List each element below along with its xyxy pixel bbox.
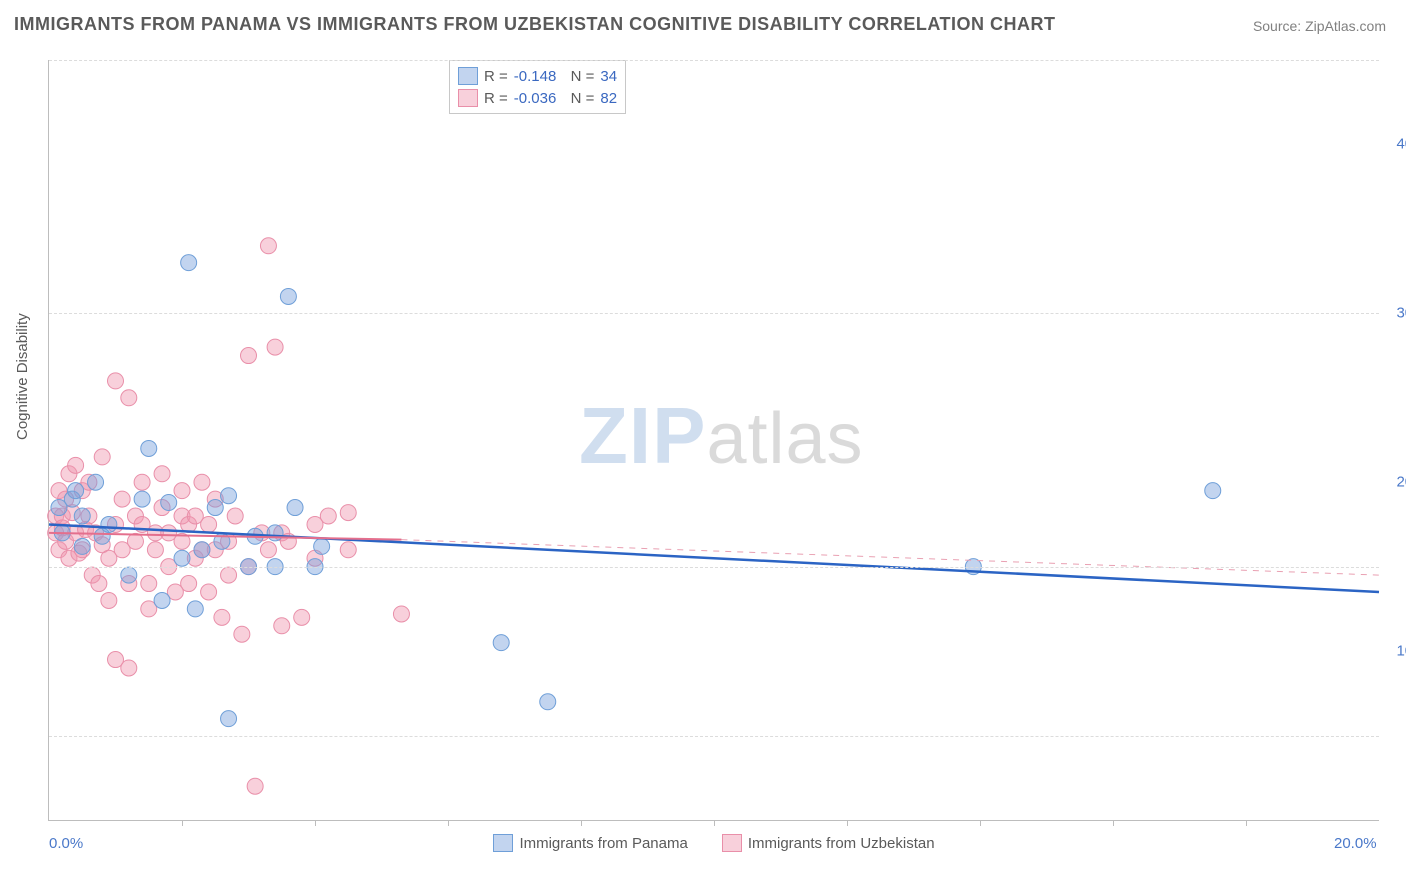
x-tick [847, 820, 848, 826]
legend-swatch [493, 834, 513, 852]
y-tick-label: 20.0% [1384, 474, 1406, 491]
stats-row: R = -0.148 N = 34 [458, 65, 617, 87]
legend-swatch [722, 834, 742, 852]
y-tick-label: 10.0% [1384, 643, 1406, 660]
legend-swatch [458, 67, 478, 85]
n-label: N = [562, 90, 594, 107]
y-axis-label: Cognitive Disability [14, 313, 31, 440]
x-tick-label: 20.0% [1334, 835, 1377, 852]
r-value: -0.036 [514, 90, 557, 107]
x-tick [182, 820, 183, 826]
gridline [49, 60, 1379, 61]
gridline [49, 313, 1379, 314]
stats-row: R = -0.036 N = 82 [458, 87, 617, 109]
gridline [49, 736, 1379, 737]
legend-label: Immigrants from Panama [519, 835, 687, 852]
n-value: 82 [600, 90, 617, 107]
x-tick [1246, 820, 1247, 826]
chart-title: IMMIGRANTS FROM PANAMA VS IMMIGRANTS FRO… [14, 14, 1055, 35]
correlation-stats-box: R = -0.148 N = 34R = -0.036 N = 82 [449, 60, 626, 114]
y-tick-label: 40.0% [1384, 136, 1406, 153]
x-tick [315, 820, 316, 826]
legend-label: Immigrants from Uzbekistan [748, 835, 935, 852]
r-value: -0.148 [514, 68, 557, 85]
legend-item: Immigrants from Uzbekistan [722, 834, 935, 852]
source-label: Source: ZipAtlas.com [1253, 18, 1386, 34]
n-value: 34 [600, 68, 617, 85]
x-tick [581, 820, 582, 826]
x-tick [448, 820, 449, 826]
y-tick-label: 30.0% [1384, 305, 1406, 322]
r-label: R = [484, 90, 508, 107]
trend-lines-layer [49, 60, 1379, 820]
x-tick [980, 820, 981, 826]
trend-line [401, 540, 1379, 575]
x-tick [1113, 820, 1114, 826]
scatter-plot-area: ZIPatlas R = -0.148 N = 34R = -0.036 N =… [48, 60, 1379, 821]
n-label: N = [562, 68, 594, 85]
legend-item: Immigrants from Panama [493, 834, 687, 852]
x-tick [714, 820, 715, 826]
legend-swatch [458, 89, 478, 107]
r-label: R = [484, 68, 508, 85]
trend-line [49, 524, 1379, 592]
gridline [49, 567, 1379, 568]
series-legend: Immigrants from Panama Immigrants from Uz… [49, 834, 1379, 852]
x-tick-label: 0.0% [49, 835, 83, 852]
